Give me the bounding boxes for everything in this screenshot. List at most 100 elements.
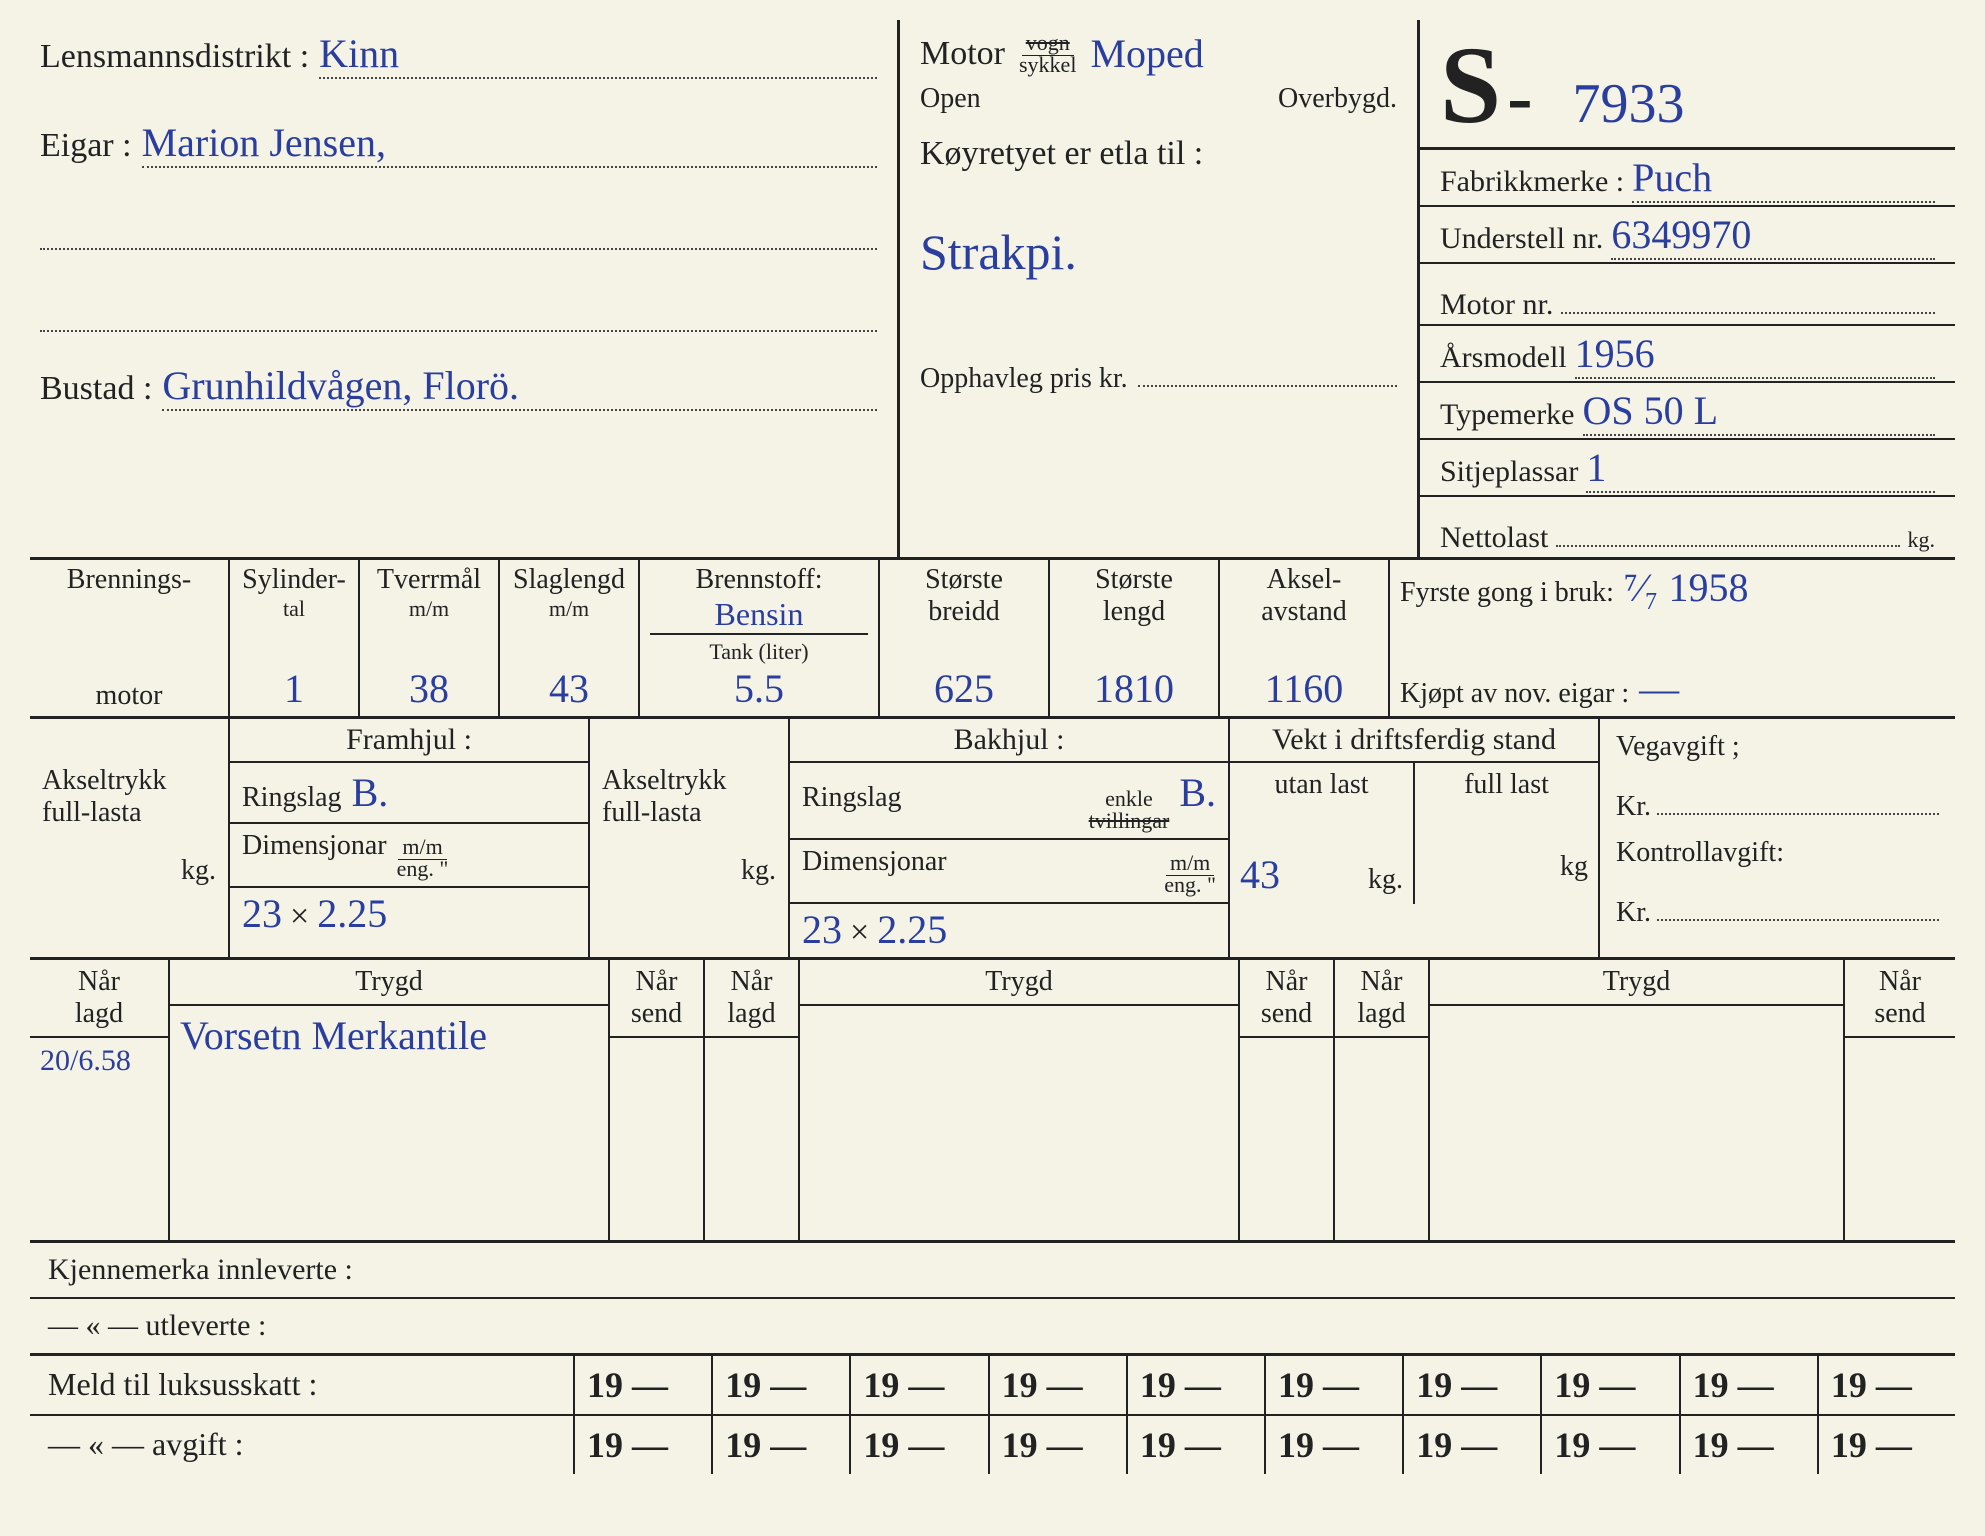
trygd-head-1: Trygd xyxy=(170,960,608,1006)
origprice-label: Opphavleg pris kr. xyxy=(920,363,1128,395)
send-head-3: Når send xyxy=(1845,960,1955,1038)
utan-kg: kg. xyxy=(1368,864,1403,896)
aksel-b-1: Akseltrykk xyxy=(602,765,776,797)
brennings-cell: Brennings- motor xyxy=(30,560,230,716)
full-label: full last xyxy=(1425,769,1588,801)
sylinder-label: Sylinder- xyxy=(240,564,348,596)
tverrmal-value: 38 xyxy=(370,665,488,712)
lengd-sub: lengd xyxy=(1060,596,1208,628)
fabrikk-value: Puch xyxy=(1632,154,1935,203)
slaglengd-value: 43 xyxy=(510,665,628,712)
aksel-sub: avstand xyxy=(1230,596,1378,628)
lengd-value: 1810 xyxy=(1060,665,1208,712)
fyrste-label: Fyrste gong i bruk: xyxy=(1400,577,1614,609)
dim-b-2: 2.25 xyxy=(877,906,947,953)
breidd-sub: breidd xyxy=(890,596,1038,628)
address-label: Bustad : xyxy=(40,370,152,408)
avgift-label: — « — avgift : xyxy=(30,1416,575,1474)
aksel-f-kg: kg. xyxy=(42,855,216,887)
ringslag-label-b: Ringslag xyxy=(802,782,902,814)
framhjul-cell: Framhjul : Ringslag B. Dimensjonar m/men… xyxy=(230,719,590,957)
netto-value xyxy=(1556,501,1899,547)
district-label: Lensmannsdistrikt : xyxy=(40,38,309,76)
fyrste-value: ⁷⁄₇ 1958 xyxy=(1624,564,1749,611)
bak-label: Bakhjul : xyxy=(790,719,1228,763)
luksus-label: Meld til luksusskatt : xyxy=(30,1356,575,1414)
vekt-label: Vekt i driftsferdig stand xyxy=(1230,719,1598,763)
brennstoff-label: Brennstoff: xyxy=(650,564,868,596)
brennings-label-2: motor xyxy=(40,680,218,712)
brennings-label-1: Brennings- xyxy=(40,564,218,596)
send-head-2: Når send xyxy=(1240,960,1333,1038)
plate-letter: S xyxy=(1440,30,1501,140)
aksel-b-kg: kg. xyxy=(602,855,776,887)
avgift-cell: 19 — xyxy=(1404,1416,1542,1474)
vekt-cell: Vekt i driftsferdig stand utan last 43 k… xyxy=(1230,719,1600,957)
brennstoff-value: Bensin xyxy=(650,596,868,633)
kjopt-label: Kjøpt av nov. eigar : xyxy=(1400,678,1629,710)
vehicle-details: Fabrikkmerke :Puch Understell nr.6349970… xyxy=(1420,150,1955,557)
aksel-value: 1160 xyxy=(1230,665,1378,712)
district-value: Kinn xyxy=(319,30,877,79)
luksus-cell: 19 — xyxy=(1681,1356,1819,1414)
overbygd-label: Overbygd. xyxy=(1278,83,1397,115)
plate-dash: - xyxy=(1507,54,1532,141)
fram-label: Framhjul : xyxy=(230,719,588,763)
lengd-cell: Størstelengd 1810 xyxy=(1050,560,1220,716)
trygd-table: Når lagd20/6.58 TrygdVorsetn Merkantile … xyxy=(30,960,1955,1243)
understell-value: 6349970 xyxy=(1611,211,1935,260)
luksus-cell: 19 — xyxy=(990,1356,1128,1414)
top-mid: Motor vogn sykkel Moped Open Overbygd. K… xyxy=(900,20,1420,557)
kjennemerke-innleverte: Kjennemerka innleverte : xyxy=(30,1243,1955,1299)
motornr-label: Motor nr. xyxy=(1440,288,1553,322)
sitje-label: Sitjeplassar xyxy=(1440,455,1578,489)
owner-value: Marion Jensen, xyxy=(142,119,877,168)
dim-f-1: 23 xyxy=(242,890,282,937)
plate-number: 7933 xyxy=(1573,72,1685,136)
sylinder-value: 1 xyxy=(240,665,348,712)
purpose-label: Køyretyet er etla til : xyxy=(920,135,1397,173)
kg-label: kg. xyxy=(1908,527,1936,553)
aksel-front-cell: Akseltrykk full-lasta kg. xyxy=(30,719,230,957)
aksel-b-2: full-lasta xyxy=(602,797,776,829)
avgift-cell: 19 — xyxy=(851,1416,989,1474)
arsmodell-value: 1956 xyxy=(1575,330,1935,379)
understell-label: Understell nr. xyxy=(1440,222,1603,256)
trygd-head-2: Trygd xyxy=(800,960,1238,1006)
kontroll-label: Kontrollavgift: xyxy=(1616,837,1939,869)
origprice-value xyxy=(1138,341,1397,387)
avgift-row: — « — avgift : 19 — 19 — 19 — 19 — 19 — … xyxy=(30,1416,1955,1474)
trygd-value-1: Vorsetn Merkantile xyxy=(170,1006,608,1240)
tverrmal-label: Tverrmål xyxy=(370,564,488,596)
top-left: Lensmannsdistrikt : Kinn Eigar : Marion … xyxy=(30,20,900,557)
aksel-f-2: full-lasta xyxy=(42,797,216,829)
tank-label: Tank (liter) xyxy=(650,639,868,665)
avgift-cell: 19 — xyxy=(1681,1416,1819,1474)
trygd-head-3: Trygd xyxy=(1430,960,1843,1006)
breidd-label: Største xyxy=(890,564,1038,596)
avgift-cell: 19 — xyxy=(990,1416,1128,1474)
utan-value: 43 xyxy=(1240,851,1280,898)
motornr-value xyxy=(1561,268,1935,314)
fabrikk-label: Fabrikkmerke : xyxy=(1440,165,1624,199)
kjennemerke-utleverte: — « — utleverte : xyxy=(30,1299,1955,1356)
slaglengd-sub: m/m xyxy=(510,596,628,622)
plate: S - 7933 xyxy=(1420,20,1955,150)
arsmodell-label: Årsmodell xyxy=(1440,341,1567,375)
typemerke-label: Typemerke xyxy=(1440,398,1575,432)
lagd-head-1: Når lagd xyxy=(30,960,168,1038)
motor-type: Moped xyxy=(1090,30,1397,77)
sylinder-sub: tal xyxy=(240,596,348,622)
ringslag-label: Ringslag xyxy=(242,782,342,814)
purpose-value: Strakpi. xyxy=(920,223,1397,281)
address-value: Grunhildvågen, Florö. xyxy=(162,362,877,411)
registration-card: Lensmannsdistrikt : Kinn Eigar : Marion … xyxy=(0,0,1985,1536)
kjopt-value: — xyxy=(1639,665,1679,712)
bakhjul-cell: Bakhjul : Ringslag enkletvillingar B. Di… xyxy=(790,719,1230,957)
mm-eng-frac-f: m/meng. " xyxy=(397,836,449,880)
avgift-cell: 19 — xyxy=(1128,1416,1266,1474)
wheels-row: Akseltrykk full-lasta kg. Framhjul : Rin… xyxy=(30,719,1955,960)
aksel-back-cell: Akseltrykk full-lasta kg. xyxy=(590,719,790,957)
luksus-cell: 19 — xyxy=(851,1356,989,1414)
luksusskatt-row: Meld til luksusskatt : 19 — 19 — 19 — 19… xyxy=(30,1356,1955,1416)
